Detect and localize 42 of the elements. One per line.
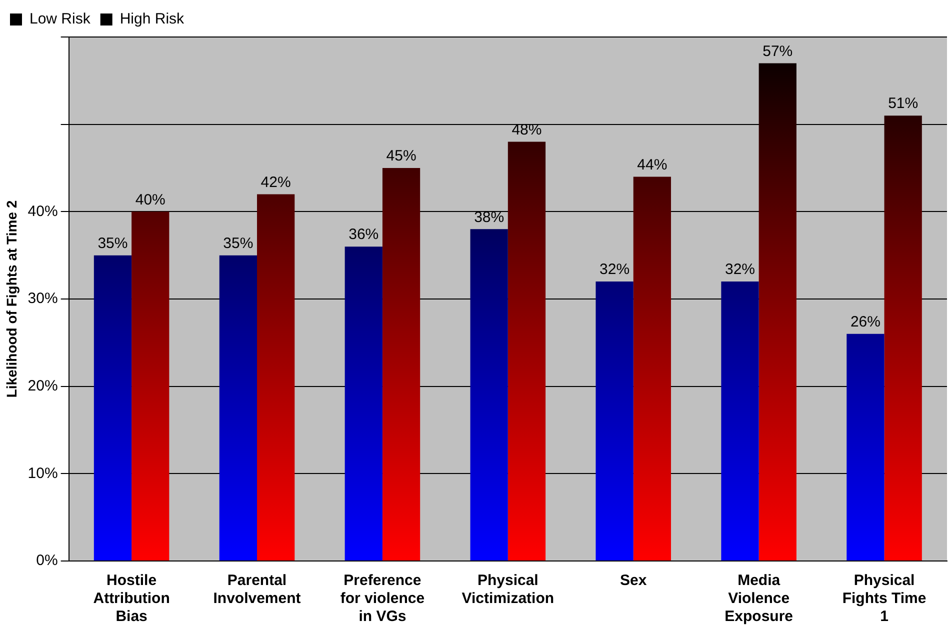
- y-axis-title: Likelihood of Fights at Time 2: [3, 200, 20, 398]
- data-label: 38%: [474, 208, 504, 226]
- x-tick-label: Media Violence Exposure: [724, 572, 793, 626]
- data-label: 36%: [348, 226, 379, 244]
- bar: [257, 194, 295, 560]
- data-label: 45%: [386, 148, 416, 165]
- y-tick-label: 10%: [28, 464, 58, 482]
- x-tick-label: Physical Victimization: [462, 572, 554, 608]
- y-tick-label: 0%: [36, 552, 58, 570]
- bar: [470, 229, 508, 560]
- bar: [132, 212, 170, 560]
- x-tick-label: Preference for violence in VGs: [340, 572, 425, 626]
- y-tick-label: 30%: [28, 290, 58, 308]
- x-tick-label: Physical Fights Time 1: [842, 572, 926, 626]
- x-tick-label: Sex: [620, 572, 648, 590]
- bar: [508, 142, 546, 560]
- legend-label: High Risk: [120, 10, 185, 28]
- data-label: 51%: [888, 95, 918, 112]
- legend-label: Low Risk: [30, 10, 91, 28]
- bar: [94, 255, 132, 560]
- data-label: 35%: [98, 234, 128, 252]
- bar: [846, 334, 884, 560]
- bar: [884, 116, 922, 560]
- data-label: 42%: [260, 174, 291, 191]
- bar: [219, 255, 258, 560]
- x-tick-label: Hostile Attribution Bias: [93, 572, 170, 626]
- data-label: 26%: [850, 314, 880, 331]
- x-tick-label: Parental Involvement: [213, 572, 301, 608]
- bar: [344, 246, 382, 560]
- y-tick-label: 40%: [28, 202, 58, 220]
- bar: [596, 282, 634, 560]
- data-label: 57%: [762, 42, 793, 60]
- y-tick-label: 20%: [28, 377, 58, 394]
- bar: [721, 282, 759, 560]
- bar: [382, 168, 420, 560]
- data-label: 35%: [223, 234, 254, 252]
- data-label: 32%: [600, 261, 630, 278]
- data-label: 44%: [637, 156, 668, 174]
- bar: [758, 63, 796, 560]
- data-label: 32%: [724, 261, 756, 278]
- data-label: 40%: [135, 191, 166, 208]
- bar: [633, 176, 671, 560]
